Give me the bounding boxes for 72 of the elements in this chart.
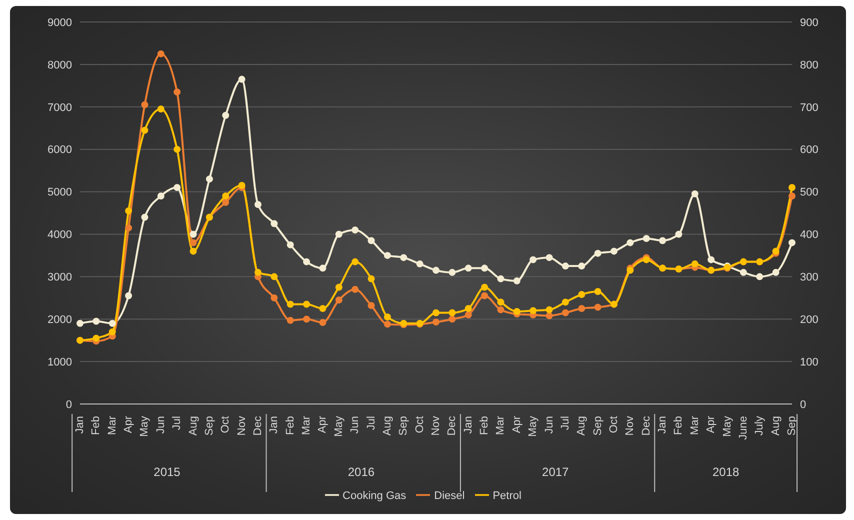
x-tick-label: Dec — [640, 416, 652, 436]
y2-tick-label: 600 — [800, 144, 818, 156]
x-tick-label: Mar — [688, 416, 701, 435]
x-tick-label: Oct — [220, 416, 232, 434]
y2-tick-label: 800 — [800, 59, 818, 72]
y-tick-label: 0 — [66, 398, 72, 411]
x-tick-label: Feb — [284, 416, 296, 435]
x-tick-label: June — [737, 416, 750, 440]
x-tick-label: May — [138, 416, 151, 437]
x-tick-label: Jul — [365, 416, 378, 430]
y-tick-label: 8000 — [48, 59, 72, 72]
x-tick-label: Sep — [592, 416, 604, 436]
x-tick-label: Aug — [770, 416, 782, 436]
x-tick-label: Apr — [122, 416, 135, 434]
legend-label: Petrol — [492, 490, 522, 502]
x-tick-label: Nov — [236, 416, 248, 436]
y-tick-label: 2000 — [48, 314, 72, 326]
x-tick-label: Mar — [106, 416, 118, 435]
y2-tick-label: 200 — [800, 314, 818, 326]
y-tick-label: 6000 — [48, 144, 72, 156]
x-tick-label: Aug — [576, 416, 588, 436]
x-tick-label: Oct — [608, 416, 620, 434]
y-tick-label: 5000 — [48, 186, 72, 199]
x-tick-label: Jan — [268, 416, 280, 434]
x-tick-label: Dec — [252, 416, 264, 436]
y-tick-label: 7000 — [48, 102, 72, 114]
x-tick-label: Mar — [494, 416, 507, 435]
y2-tick-label: 700 — [800, 102, 818, 114]
x-tick-label: Oct — [414, 416, 426, 434]
x-tick-label: Aug — [381, 416, 394, 436]
x-tick-label: May — [332, 416, 345, 437]
x-tick-label: Jul — [171, 416, 184, 430]
y-tick-label: 4000 — [48, 229, 72, 242]
x-tick-label: Jun — [543, 416, 556, 434]
x-tick-label: Feb — [672, 416, 685, 435]
text: 2017 — [542, 465, 570, 479]
x-tick-label: Apr — [316, 416, 329, 434]
x-tick-label: Sep — [203, 416, 216, 436]
x-tick-label: Dec — [446, 416, 458, 436]
x-tick-label: July — [754, 416, 766, 436]
x-tick-label: Aug — [187, 416, 200, 436]
x-tick-label: May — [721, 416, 734, 437]
x-tick-label: Jan — [656, 416, 669, 434]
y-tick-label: 3000 — [48, 272, 72, 284]
x-tick-label: Apr — [510, 416, 523, 434]
y2-tick-label: 100 — [800, 356, 818, 368]
x-tick-label: Mar — [300, 416, 313, 435]
legend-label: Diesel — [434, 490, 465, 502]
x-tick-label: Jun — [154, 416, 167, 434]
text: 2016 — [348, 465, 375, 479]
x-tick-label: May — [527, 416, 540, 437]
x-tick-label: Feb — [90, 416, 102, 435]
x-tick-label: Jan — [74, 416, 86, 434]
x-tick-label: Sep — [398, 416, 410, 436]
text: 2018 — [712, 465, 740, 479]
x-tick-label: Apr — [705, 416, 718, 434]
x-tick-label: Nov — [430, 416, 442, 436]
text: 2015 — [154, 465, 181, 479]
legend-label: Cooking Gas — [342, 490, 406, 502]
x-tick-label: Jul — [559, 416, 572, 430]
y2-tick-label: 0 — [800, 398, 806, 411]
y2-tick-label: 400 — [800, 229, 818, 242]
y2-tick-label: 300 — [800, 272, 818, 284]
x-tick-label: Sep — [786, 416, 798, 436]
x-tick-label: Feb — [478, 416, 491, 435]
x-tick-label: Jun — [349, 416, 362, 434]
y-tick-label: 9000 — [48, 16, 72, 29]
x-tick-label: Nov — [624, 416, 636, 436]
y2-tick-label: 500 — [800, 186, 818, 199]
y2-tick-label: 900 — [800, 16, 818, 29]
y-tick-label: 1000 — [48, 356, 72, 368]
x-tick-label: Jan — [462, 416, 474, 434]
